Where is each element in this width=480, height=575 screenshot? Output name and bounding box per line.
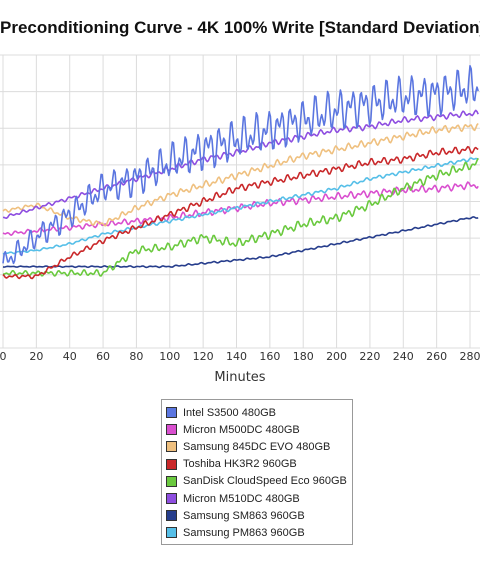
legend-swatch xyxy=(166,475,177,487)
x-tick-label: 240 xyxy=(393,350,414,363)
series-line-7 xyxy=(2,157,479,255)
series-line-2 xyxy=(2,122,479,227)
legend-swatch xyxy=(166,493,177,505)
x-axis-label: Minutes xyxy=(214,370,266,385)
legend-swatch xyxy=(166,424,177,436)
x-tick-label: 20 xyxy=(29,350,43,363)
series-line-3 xyxy=(2,145,479,280)
legend-label: Toshiba HK3R2 960GB xyxy=(183,458,297,471)
series-line-1 xyxy=(2,181,479,236)
legend-item: Samsung 845DC EVO 480GB xyxy=(166,438,352,455)
x-tick-label: 60 xyxy=(96,350,110,363)
legend-label: Micron M500DC 480GB xyxy=(183,423,300,436)
x-tick-label: 140 xyxy=(226,350,247,363)
legend: Intel S3500 480GB Micron M500DC 480GB Sams… xyxy=(161,399,353,545)
legend-swatch xyxy=(166,510,177,522)
legend-item: Micron M510DC 480GB xyxy=(166,490,352,507)
legend-label: SanDisk CloudSpeed Eco 960GB xyxy=(183,475,347,488)
legend-swatch xyxy=(166,441,177,453)
x-tick-label: 200 xyxy=(326,350,347,363)
series-line-0 xyxy=(2,65,479,265)
series-lines xyxy=(2,65,479,280)
x-tick-label: 220 xyxy=(359,350,380,363)
legend-swatch xyxy=(166,458,177,470)
series-line-6 xyxy=(2,216,479,269)
x-tick-label: 160 xyxy=(259,350,280,363)
legend-swatch xyxy=(166,527,177,539)
x-tick-label: 80 xyxy=(129,350,143,363)
legend-item: SanDisk CloudSpeed Eco 960GB xyxy=(166,473,352,490)
x-tick-label: 0 xyxy=(0,350,7,363)
legend-item: Samsung PM863 960GB xyxy=(166,524,352,541)
legend-item: Toshiba HK3R2 960GB xyxy=(166,456,352,473)
legend-label: Samsung PM863 960GB xyxy=(183,526,305,539)
chart-title: Preconditioning Curve - 4K 100% Write [S… xyxy=(0,18,480,37)
legend-item: Intel S3500 480GB xyxy=(166,404,352,421)
legend-item: Samsung SM863 960GB xyxy=(166,507,352,524)
x-tick-label: 260 xyxy=(426,350,447,363)
legend-item: Micron M500DC 480GB xyxy=(166,421,352,438)
x-tick-label: 280 xyxy=(460,350,480,363)
x-tick-label: 40 xyxy=(63,350,77,363)
x-tick-labels: 0 20 40 60 80 100 120 140 160 180 200 220 240 260 280 xyxy=(0,350,480,363)
legend-label: Samsung SM863 960GB xyxy=(183,509,305,522)
legend-swatch xyxy=(166,407,177,419)
legend-label: Samsung 845DC EVO 480GB xyxy=(183,440,331,453)
x-tick-label: 120 xyxy=(193,350,214,363)
legend-label: Intel S3500 480GB xyxy=(183,406,276,419)
series-line-5 xyxy=(3,109,479,219)
x-tick-label: 180 xyxy=(293,350,314,363)
legend-label: Micron M510DC 480GB xyxy=(183,492,300,505)
series-line-4 xyxy=(2,157,479,277)
x-tick-label: 100 xyxy=(159,350,180,363)
grid xyxy=(0,54,480,349)
